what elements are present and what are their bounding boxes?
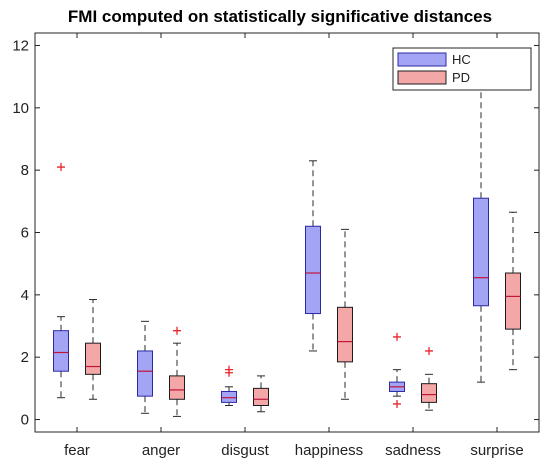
- box-hc-happiness: [305, 160, 321, 352]
- legend-label-pd: PD: [452, 70, 470, 85]
- legend-swatch-pd: [397, 70, 447, 85]
- x-tick-label-fear: fear: [64, 442, 90, 459]
- y-tick-label: 6: [21, 225, 29, 242]
- box-pd-anger: [169, 326, 185, 417]
- plot-area: [34, 32, 540, 433]
- x-tick-label-surprise: surprise: [470, 442, 523, 459]
- box-hc-surprise: [473, 57, 489, 383]
- x-tick-label-happiness: happiness: [295, 442, 363, 459]
- box-pd-happiness: [337, 228, 353, 400]
- iqr-box: [473, 197, 489, 307]
- chart-title: FMI computed on statistically significat…: [68, 7, 492, 26]
- iqr-box: [421, 383, 437, 403]
- iqr-box: [305, 225, 321, 315]
- box-pd-sadness: [421, 346, 437, 411]
- iqr-box: [337, 306, 353, 363]
- x-tick-label-anger: anger: [142, 442, 180, 459]
- outlier-point: [57, 163, 65, 172]
- y-tick-label: 12: [12, 37, 29, 54]
- y-tick-label: 10: [12, 100, 29, 117]
- iqr-box: [253, 387, 269, 407]
- x-tick-label-sadness: sadness: [385, 442, 441, 459]
- box-pd-disgust: [253, 375, 269, 413]
- outlier-point: [425, 346, 433, 355]
- outlier-point: [225, 365, 233, 374]
- box-hc-disgust: [221, 365, 237, 407]
- iqr-box: [85, 342, 101, 375]
- outlier-point: [173, 326, 181, 335]
- iqr-box: [221, 390, 237, 403]
- y-tick-label: 4: [21, 287, 29, 304]
- x-tick-label-disgust: disgust: [221, 442, 269, 459]
- box-pd-fear: [85, 299, 101, 400]
- legend-swatch-hc: [397, 52, 447, 67]
- y-tick-label: 2: [21, 349, 29, 366]
- legend: HC PD: [392, 47, 532, 91]
- legend-label-hc: HC: [452, 52, 471, 67]
- outlier-point: [393, 332, 401, 341]
- box-series: [53, 57, 521, 417]
- iqr-box: [169, 375, 185, 400]
- x-axis: fear anger disgust happiness sadness surprise: [64, 33, 524, 459]
- iqr-box: [53, 330, 69, 372]
- iqr-box: [505, 272, 521, 330]
- box-hc-sadness: [389, 332, 405, 408]
- iqr-box: [137, 350, 153, 397]
- outlier-point: [393, 399, 401, 408]
- y-tick-label: 0: [21, 412, 29, 429]
- box-hc-anger: [137, 320, 153, 414]
- box-hc-fear: [53, 163, 69, 399]
- y-tick-label: 8: [21, 162, 29, 179]
- y-axis: 0 2 4 6 8 10 12: [12, 37, 539, 429]
